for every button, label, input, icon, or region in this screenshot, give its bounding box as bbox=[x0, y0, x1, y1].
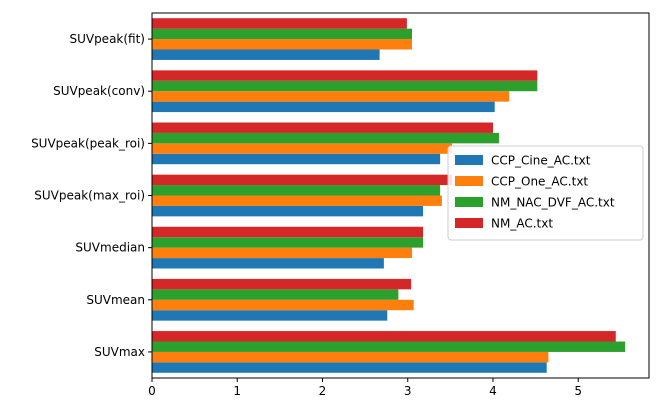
bar-2-suvpeak-max-roi- bbox=[152, 195, 442, 206]
legend: CCP_Cine_AC.txt CCP_One_AC.txt NM_NAC_DVF_… bbox=[447, 145, 644, 241]
bar-1-suvpeak-conv- bbox=[152, 101, 495, 113]
bar-4-suvpeak-max-roi- bbox=[152, 174, 453, 186]
legend-label: CCP_Cine_AC.txt bbox=[491, 154, 591, 168]
bar-1-suvmean bbox=[152, 310, 388, 321]
y-axis: SUVmax SUVmean SUVmedian SUVpeak(max_roi) SU… bbox=[31, 32, 152, 359]
x-tick-label: 5 bbox=[574, 384, 582, 398]
legend-label: CCP_One_AC.txt bbox=[491, 175, 588, 189]
y-tick-label: SUVmean bbox=[86, 293, 145, 307]
bar-2-suvpeak-peak-roi- bbox=[152, 143, 453, 154]
bar-3-suvpeak-fit- bbox=[152, 28, 413, 40]
bar-3-suvpeak-max-roi- bbox=[152, 185, 441, 196]
bar-3-suvmedian bbox=[152, 237, 424, 248]
bar-4-suvmean bbox=[152, 278, 412, 290]
y-tick-label: SUVpeak(fit) bbox=[69, 32, 145, 46]
legend-swatch bbox=[455, 197, 483, 207]
legend-box bbox=[447, 145, 644, 241]
y-tick-label: SUVmedian bbox=[75, 241, 145, 255]
bar-2-suvmax bbox=[152, 351, 549, 363]
bar-4-suvmedian bbox=[152, 226, 424, 238]
bar-1-suvpeak-max-roi- bbox=[152, 205, 424, 217]
bars-group bbox=[152, 18, 626, 373]
y-tick-label: SUVpeak(conv) bbox=[53, 84, 145, 98]
bar-3-suvpeak-peak-roi- bbox=[152, 132, 499, 144]
bar-1-suvmedian bbox=[152, 258, 384, 269]
x-tick-label: 4 bbox=[489, 384, 497, 398]
bar-4-suvpeak-conv- bbox=[152, 70, 538, 81]
bar-2-suvmedian bbox=[152, 247, 413, 259]
x-tick-label: 0 bbox=[148, 384, 156, 398]
bar-3-suvmean bbox=[152, 289, 399, 300]
legend-label: NM_AC.txt bbox=[491, 217, 553, 231]
legend-swatch bbox=[455, 176, 483, 186]
legend-swatch bbox=[455, 218, 483, 228]
bar-1-suvpeak-peak-roi- bbox=[152, 153, 441, 165]
x-tick-label: 2 bbox=[319, 384, 327, 398]
bar-4-suvpeak-peak-roi- bbox=[152, 122, 493, 133]
bar-4-suvmax bbox=[152, 331, 616, 342]
x-tick-label: 1 bbox=[233, 384, 241, 398]
y-tick-label: SUVpeak(max_roi) bbox=[34, 189, 145, 203]
legend-label: NM_NAC_DVF_AC.txt bbox=[491, 196, 615, 210]
bar-2-suvpeak-fit- bbox=[152, 39, 413, 50]
x-tick-label: 3 bbox=[404, 384, 412, 398]
legend-swatch bbox=[455, 155, 483, 165]
bar-1-suvmax bbox=[152, 362, 547, 373]
x-axis: 0 1 2 3 4 5 bbox=[148, 378, 582, 398]
bar-1-suvpeak-fit- bbox=[152, 49, 380, 60]
bar-4-suvpeak-fit- bbox=[152, 18, 407, 29]
y-tick-label: SUVpeak(peak_roi) bbox=[31, 136, 145, 150]
bar-2-suvmean bbox=[152, 299, 414, 311]
y-tick-label: SUVmax bbox=[94, 345, 145, 359]
bar-3-suvmax bbox=[152, 341, 626, 352]
bar-3-suvpeak-conv- bbox=[152, 80, 538, 92]
bar-2-suvpeak-conv- bbox=[152, 91, 510, 102]
